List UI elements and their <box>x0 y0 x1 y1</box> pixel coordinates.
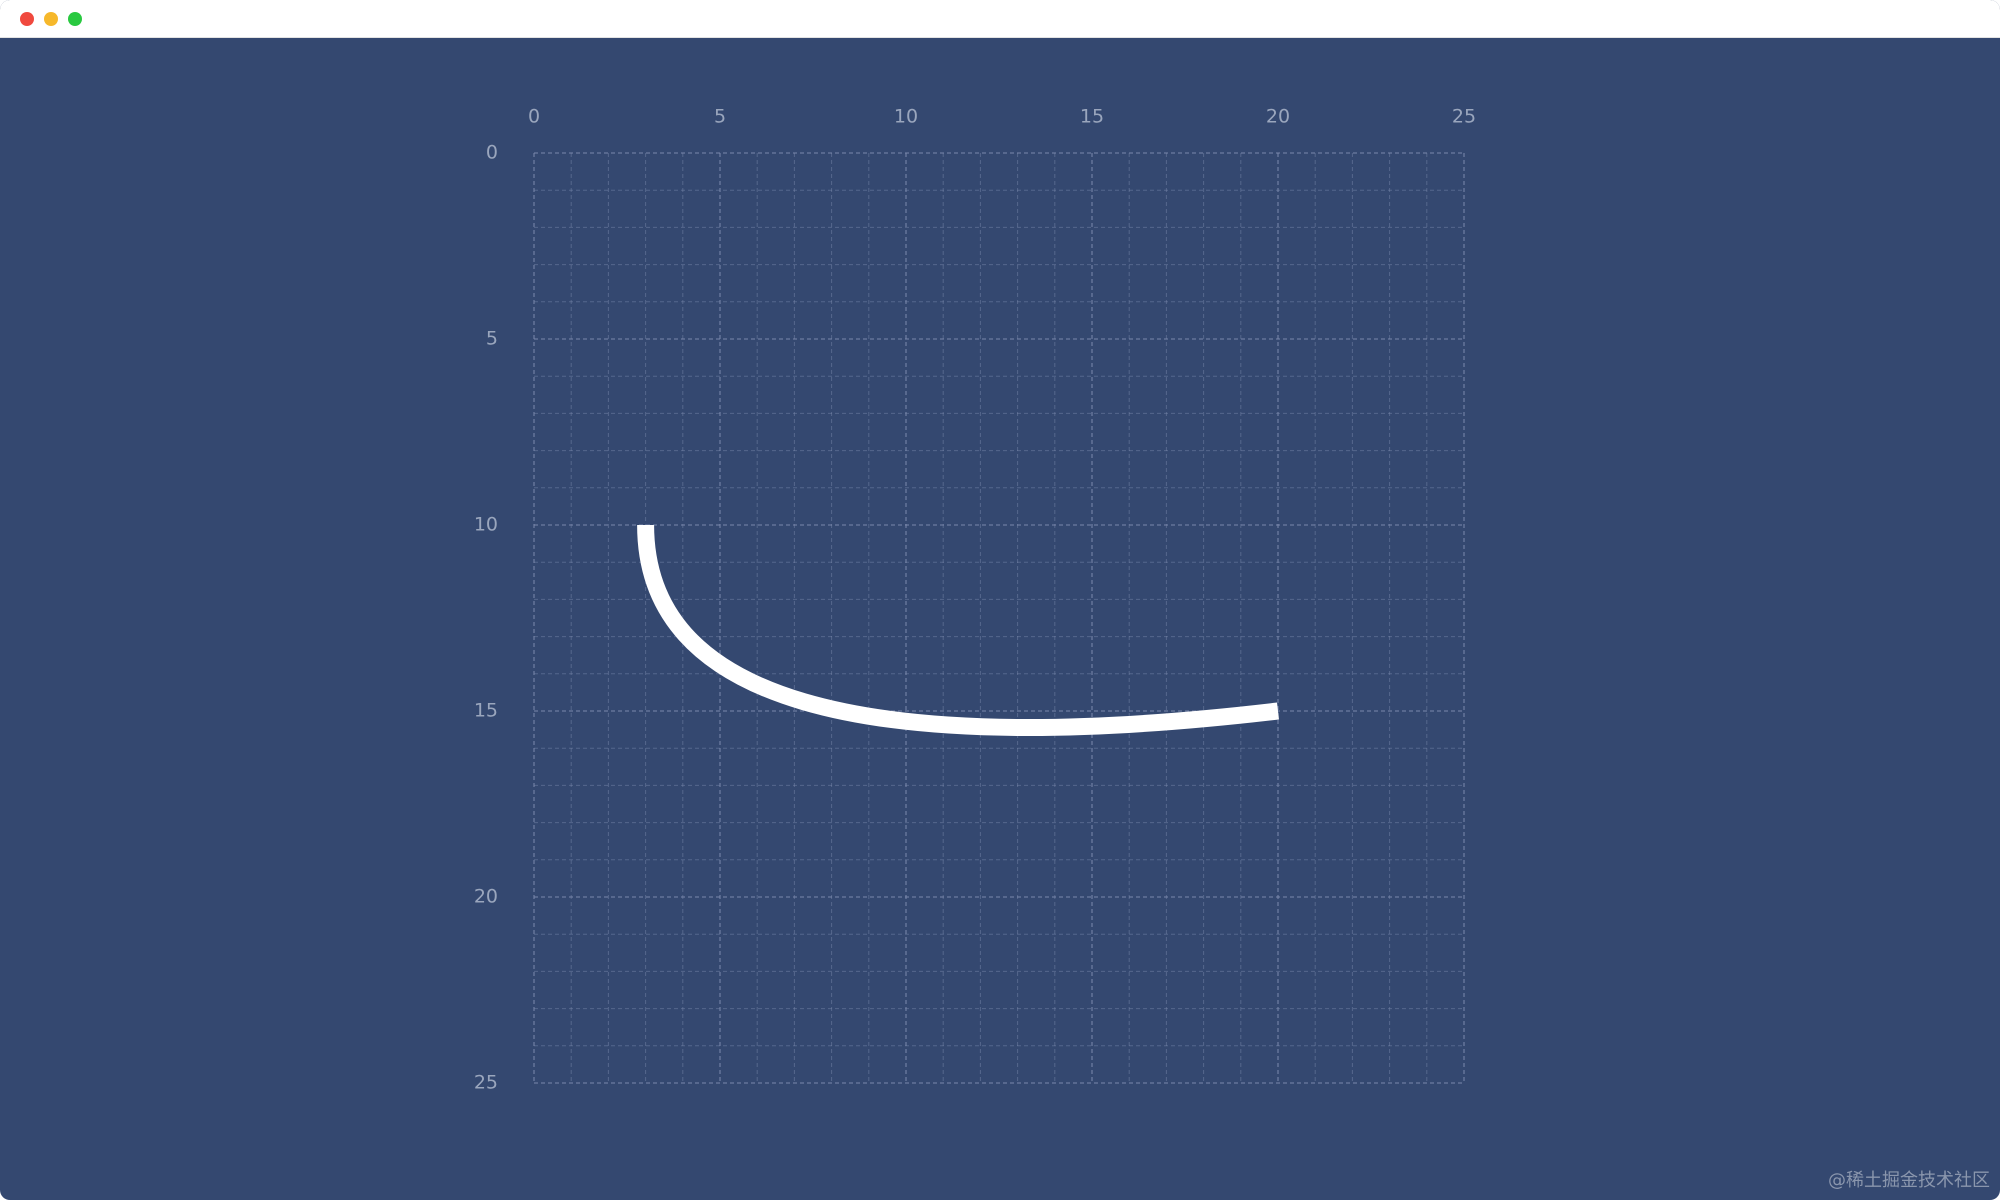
coordinate-grid-chart: 0 5 10 15 20 25 0 5 10 15 20 25 <box>474 106 1476 1094</box>
x-axis-tick-label: 15 <box>1080 106 1104 128</box>
y-axis-tick-label: 25 <box>474 1072 498 1094</box>
y-axis-tick-label: 15 <box>474 700 498 722</box>
title-bar <box>0 0 2000 38</box>
x-axis-tick-label: 20 <box>1266 106 1290 128</box>
x-axis-tick-label: 25 <box>1452 106 1476 128</box>
y-axis-tick-label: 5 <box>486 328 498 350</box>
x-axis-tick-label: 10 <box>894 106 918 128</box>
close-window-button[interactable] <box>20 12 34 26</box>
canvas-area: 0 5 10 15 20 25 0 5 10 15 20 25 <box>0 37 2000 1200</box>
y-axis-tick-label: 20 <box>474 886 498 908</box>
x-axis-tick-label: 0 <box>528 106 540 128</box>
y-axis-tick-label: 10 <box>474 514 498 536</box>
quadratic-curve <box>637 524 1279 736</box>
y-axis-tick-label: 0 <box>486 142 498 164</box>
major-grid-lines <box>533 152 1465 1084</box>
y-axis-tick-labels: 0 5 10 15 20 25 <box>474 142 498 1094</box>
minimize-window-button[interactable] <box>44 12 58 26</box>
minor-grid-lines <box>534 153 1464 1083</box>
x-axis-tick-labels: 0 5 10 15 20 25 <box>528 106 1476 128</box>
maximize-window-button[interactable] <box>68 12 82 26</box>
watermark: @稀土掘金技术社区 <box>1828 1170 1990 1191</box>
x-axis-tick-label: 5 <box>714 106 726 128</box>
